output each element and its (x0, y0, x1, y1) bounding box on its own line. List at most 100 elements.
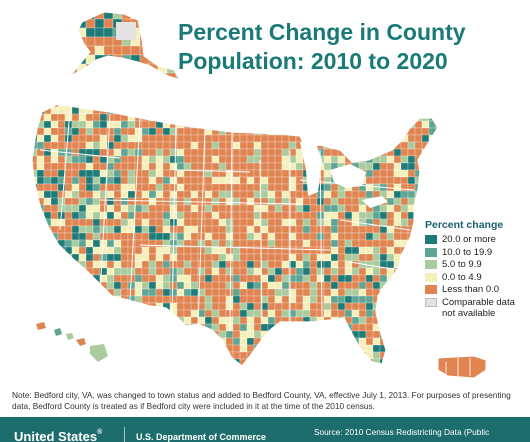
county-cell (162, 141, 171, 150)
county-cell (183, 330, 192, 339)
county-cell (99, 337, 108, 346)
county-cell (386, 239, 395, 248)
county-cell (32, 155, 38, 164)
county-cell (274, 106, 283, 115)
county-cell (99, 302, 108, 311)
county-cell (176, 267, 185, 276)
county-cell (113, 365, 122, 366)
county-cell (281, 162, 290, 171)
county-cell (267, 155, 276, 164)
county-cell (274, 218, 283, 227)
county-cell (407, 309, 416, 318)
county-cell (267, 351, 276, 360)
county-cell (386, 169, 395, 178)
county-cell (323, 295, 332, 304)
county-cell (358, 155, 367, 164)
county-cell (106, 267, 115, 276)
county-cell (407, 260, 416, 269)
county-cell (71, 190, 80, 199)
county-cell (43, 197, 52, 206)
county-cell (85, 190, 94, 199)
county-cell (64, 141, 73, 150)
county-cell (260, 323, 269, 332)
county-cell (365, 113, 374, 122)
county-cell (134, 197, 143, 206)
county-cell (120, 267, 129, 276)
county-cell (260, 253, 269, 262)
county-cell (99, 120, 108, 129)
county-cell (36, 232, 45, 241)
county-cell (309, 211, 318, 220)
county-cell (106, 246, 115, 255)
county-cell (85, 72, 96, 80)
county-cell (253, 288, 262, 297)
county-cell (169, 302, 178, 311)
county-cell (239, 155, 248, 164)
county-cell (302, 309, 311, 318)
county-cell (260, 358, 269, 366)
county-cell (372, 134, 381, 143)
county-cell (323, 204, 332, 213)
county-cell (316, 337, 325, 346)
county-cell (330, 211, 339, 220)
county-cell (155, 113, 164, 122)
county-cell (148, 18, 159, 29)
county-cell (106, 190, 115, 199)
county-cell (190, 183, 199, 192)
county-cell (127, 323, 136, 332)
county-cell (32, 358, 38, 366)
county-cell (141, 104, 150, 108)
county-cell (92, 232, 101, 241)
county-cell (176, 127, 185, 136)
county-cell (344, 295, 353, 304)
county-cell (253, 106, 262, 115)
county-cell (323, 337, 332, 346)
county-cell (407, 344, 416, 353)
county-cell (162, 281, 171, 290)
county-cell (106, 358, 115, 366)
county-cell (295, 274, 304, 283)
legend-label: 0.0 to 4.9 (442, 271, 482, 283)
county-cell (302, 120, 311, 129)
county-cell (141, 288, 150, 297)
county-cell (92, 225, 101, 234)
county-cell (309, 323, 318, 332)
county-cell (162, 351, 171, 360)
county-cell (204, 358, 213, 366)
county-cell (253, 232, 262, 241)
county-cell (435, 176, 438, 185)
county-cell (351, 148, 360, 157)
county-cell (43, 351, 52, 360)
county-cell (85, 239, 94, 248)
county-cell (316, 288, 325, 297)
county-cell (253, 197, 262, 206)
county-cell (113, 183, 122, 192)
county-cell (32, 246, 38, 255)
county-cell (162, 337, 171, 346)
county-cell (120, 358, 129, 366)
county-cell (344, 281, 353, 290)
county-cell (155, 274, 164, 283)
county-cell (127, 169, 136, 178)
county-cell (155, 106, 164, 115)
county-cell (106, 337, 115, 346)
county-cell (316, 104, 325, 108)
county-cell (330, 113, 339, 122)
county-cell (148, 225, 157, 234)
legend-label: 10.0 to 19.9 (442, 246, 493, 258)
county-cell (337, 211, 346, 220)
county-cell (190, 337, 199, 346)
county-cell (78, 295, 87, 304)
county-cell (162, 169, 171, 178)
county-cell (32, 323, 38, 332)
county-cell (393, 337, 402, 346)
county-cell (92, 337, 101, 346)
county-cell (92, 113, 101, 122)
county-cell (43, 155, 52, 164)
county-cell (379, 302, 388, 311)
county-cell (421, 351, 430, 360)
county-cell (76, 72, 87, 80)
county-cell (407, 330, 416, 339)
county-cell (358, 323, 367, 332)
county-cell (43, 246, 52, 255)
